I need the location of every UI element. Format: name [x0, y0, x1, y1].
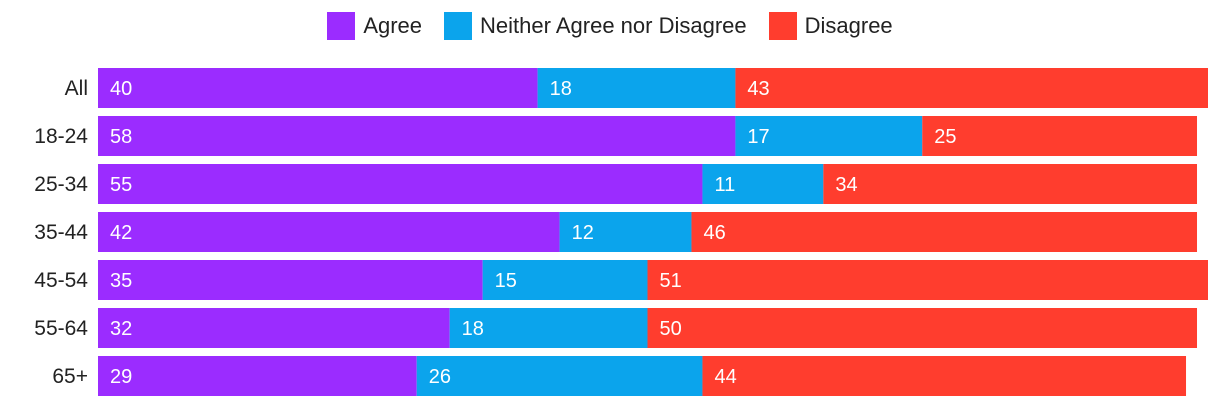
data-label-disagree-45-54: 51: [660, 270, 682, 292]
data-label-agree-65+: 29: [110, 366, 132, 388]
data-label-disagree-25-34: 34: [835, 174, 857, 196]
legend-item-agree: Agree: [327, 12, 422, 40]
bar-disagree-55-64: [647, 308, 1198, 348]
legend-label-neither: Neither Agree nor Disagree: [480, 13, 747, 38]
bar-disagree-25-34: [823, 164, 1198, 204]
legend-item-disagree: Disagree: [768, 12, 893, 40]
bar-agree-35-44: [98, 212, 560, 252]
data-label-disagree-55-64: 50: [660, 318, 682, 340]
legend-swatch-agree: [327, 12, 356, 40]
data-label-neither-25-34: 11: [714, 174, 735, 196]
data-label-neither-All: 18: [550, 78, 572, 100]
bar-neither-35-44: [559, 212, 692, 252]
row-label-All: All: [65, 77, 88, 100]
row-label-35-44: 35-44: [34, 221, 88, 244]
bar-neither-All: [537, 68, 736, 108]
data-label-neither-18-24: 17: [747, 126, 769, 148]
legend: Agree Neither Agree nor Disagree Disagre…: [0, 8, 1220, 44]
row-label-55-64: 55-64: [34, 317, 88, 340]
data-label-agree-25-34: 55: [110, 174, 132, 196]
bar-neither-65+: [416, 356, 703, 396]
bar-agree-25-34: [98, 164, 703, 204]
row-label-65+: 65+: [52, 365, 88, 388]
data-label-agree-All: 40: [110, 78, 132, 100]
data-label-agree-45-54: 35: [110, 270, 132, 292]
bar-neither-18-24: [735, 116, 923, 156]
bar-agree-All: [98, 68, 538, 108]
bar-disagree-18-24: [922, 116, 1198, 156]
bar-agree-45-54: [98, 260, 483, 300]
data-label-neither-55-64: 18: [462, 318, 484, 340]
legend-label-agree: Agree: [363, 13, 423, 38]
data-label-agree-55-64: 32: [110, 318, 132, 340]
data-label-disagree-35-44: 46: [703, 222, 725, 244]
legend-swatch-neither: [444, 12, 473, 40]
bar-neither-45-54: [482, 260, 648, 300]
data-label-agree-35-44: 42: [110, 222, 132, 244]
row-label-45-54: 45-54: [34, 269, 88, 292]
legend-swatch-disagree: [768, 12, 797, 40]
data-label-agree-18-24: 58: [110, 126, 132, 148]
legend-item-neither: Neither Agree nor Disagree: [444, 12, 747, 40]
legend-label-disagree: Disagree: [804, 13, 893, 38]
bar-agree-18-24: [98, 116, 736, 156]
bar-disagree-45-54: [647, 260, 1208, 300]
bar-disagree-All: [735, 68, 1208, 108]
data-label-neither-35-44: 12: [572, 222, 594, 244]
data-label-disagree-18-24: 25: [934, 126, 956, 148]
bar-neither-25-34: [702, 164, 824, 204]
row-label-25-34: 25-34: [34, 173, 88, 196]
data-label-neither-65+: 26: [429, 366, 451, 388]
bar-agree-55-64: [98, 308, 450, 348]
data-label-disagree-65+: 44: [714, 366, 736, 388]
data-label-disagree-All: 43: [747, 78, 769, 100]
row-label-18-24: 18-24: [34, 125, 88, 148]
bar-neither-55-64: [449, 308, 648, 348]
data-label-neither-45-54: 15: [495, 270, 517, 292]
bar-disagree-35-44: [691, 212, 1198, 252]
bar-agree-65+: [98, 356, 417, 396]
bar-disagree-65+: [702, 356, 1187, 396]
